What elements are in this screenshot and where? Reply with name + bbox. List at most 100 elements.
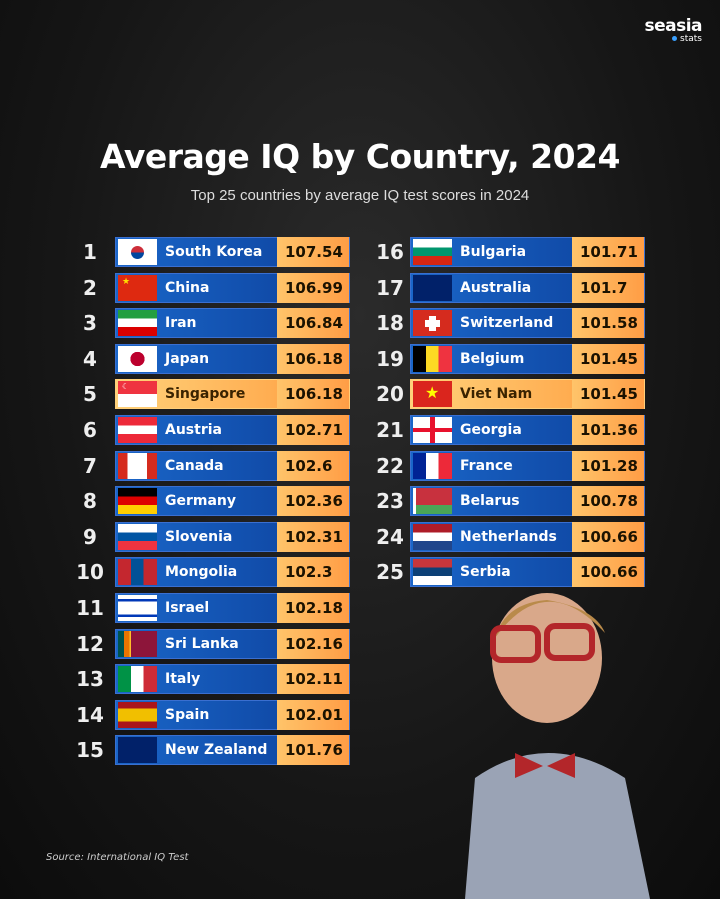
country-name: Germany — [165, 493, 237, 510]
cn-flag-icon: ★ — [118, 274, 157, 301]
table-row: Netherlands 100.66 — [410, 521, 645, 552]
at-flag-icon — [118, 417, 157, 443]
country-name: France — [460, 457, 513, 474]
table-row: Belgium 101.45 — [410, 343, 645, 374]
by-flag-icon — [413, 488, 452, 515]
iq-score: 102.6 — [277, 450, 349, 481]
country-name: Japan — [165, 350, 210, 367]
rank-number: 5 — [83, 382, 97, 407]
bg-flag-icon — [413, 239, 452, 265]
table-row: Belarus 100.78 — [410, 486, 645, 517]
subtitle: Top 25 countries by average IQ test scor… — [190, 187, 530, 204]
country-name: Georgia — [460, 422, 522, 438]
country-name: Italy — [165, 671, 201, 688]
country-name: Belgium — [460, 350, 525, 367]
iq-score: 102.16 — [277, 628, 349, 659]
table-row: Israel 102.18 — [115, 593, 350, 623]
de-flag-icon — [118, 488, 157, 515]
rank-number: 25 — [376, 560, 404, 585]
iq-score: 101.71 — [572, 237, 644, 267]
rank-number: 10 — [76, 560, 104, 585]
be-flag-icon — [413, 345, 452, 372]
table-row: South Korea 107.54 — [115, 237, 350, 267]
country-name: Switzerland — [460, 315, 554, 332]
ca-flag-icon — [118, 452, 157, 479]
country-name: Bulgaria — [460, 244, 527, 260]
vn-flag-icon: ★ — [413, 381, 452, 408]
table-row: Spain 102.01 — [115, 699, 350, 730]
rank-number: 15 — [76, 738, 104, 763]
iq-score: 101.45 — [572, 343, 644, 374]
rank-number: 13 — [76, 667, 104, 692]
iq-score: 101.36 — [572, 415, 644, 445]
rank-number: 23 — [376, 489, 404, 514]
country-name: Mongolia — [165, 564, 238, 581]
table-row: Iran 106.84 — [115, 308, 350, 339]
logo-text: seasia — [644, 16, 702, 36]
iq-score: 100.66 — [572, 521, 644, 552]
country-name: Sri Lanka — [165, 635, 239, 652]
ge-flag-icon — [413, 417, 452, 443]
kr-flag-icon — [118, 239, 157, 265]
table-row: Mongolia 102.3 — [115, 557, 350, 588]
table-row: New Zealand 101.76 — [115, 735, 350, 766]
table-row: Bulgaria 101.71 — [410, 237, 645, 267]
table-row: ★ China 106.99 — [115, 272, 350, 303]
iq-score: 102.31 — [277, 521, 349, 552]
lk-flag-icon — [118, 630, 157, 657]
page-title: Average IQ by Country, 2024 — [100, 137, 620, 176]
table-row: Sri Lanka 102.16 — [115, 628, 350, 659]
country-name: New Zealand — [165, 742, 268, 759]
table-row: Japan 106.18 — [115, 343, 350, 374]
table-row: ☾ Singapore 106.18 — [115, 379, 350, 410]
si-flag-icon — [118, 523, 157, 550]
country-name: Iran — [165, 315, 197, 332]
country-name: Singapore — [165, 386, 246, 403]
table-row: Australia 101.7 — [410, 272, 645, 303]
iq-score: 101.45 — [572, 379, 644, 410]
rank-number: 21 — [376, 418, 404, 442]
source-note: Source: International IQ Test — [46, 852, 189, 863]
rank-number: 2 — [83, 275, 97, 300]
iq-score: 106.18 — [277, 343, 349, 374]
country-name: Australia — [460, 279, 532, 296]
rank-number: 12 — [76, 631, 104, 656]
iq-score: 101.7 — [572, 272, 644, 303]
rank-number: 9 — [83, 524, 97, 549]
country-name: China — [165, 279, 210, 296]
mn-flag-icon — [118, 559, 157, 586]
rank-number: 1 — [83, 240, 97, 264]
ir-flag-icon — [118, 310, 157, 337]
table-row: Slovenia 102.31 — [115, 521, 350, 552]
table-row: ★ Viet Nam 101.45 — [410, 379, 645, 410]
il-flag-icon — [118, 595, 157, 621]
table-row: Switzerland 101.58 — [410, 308, 645, 339]
iq-score: 102.11 — [277, 664, 349, 695]
country-name: Serbia — [460, 564, 511, 581]
iq-score: 102.01 — [277, 699, 349, 730]
nz-flag-icon — [118, 737, 157, 764]
iq-score: 101.58 — [572, 308, 644, 339]
nl-flag-icon — [413, 523, 452, 550]
country-name: Austria — [165, 422, 222, 438]
table-row: France 101.28 — [410, 450, 645, 481]
table-row: Canada 102.6 — [115, 450, 350, 481]
seasia-stats-logo: seasia stats — [644, 16, 702, 44]
rank-number: 14 — [76, 702, 104, 727]
rank-number: 4 — [83, 346, 97, 371]
country-name: Viet Nam — [460, 386, 533, 403]
iq-score: 106.18 — [277, 379, 349, 410]
ch-flag-icon — [413, 310, 452, 337]
table-row: Germany 102.36 — [115, 486, 350, 517]
country-name: Canada — [165, 457, 224, 474]
jp-flag-icon — [118, 345, 157, 372]
table-row: Italy 102.11 — [115, 664, 350, 695]
table-row: Serbia 100.66 — [410, 557, 645, 588]
country-name: South Korea — [165, 244, 263, 260]
rank-number: 11 — [76, 596, 104, 620]
country-name: Israel — [165, 600, 210, 616]
iq-score: 102.71 — [277, 415, 349, 445]
iq-score: 100.78 — [572, 486, 644, 517]
iq-score: 106.99 — [277, 272, 349, 303]
fr-flag-icon — [413, 452, 452, 479]
